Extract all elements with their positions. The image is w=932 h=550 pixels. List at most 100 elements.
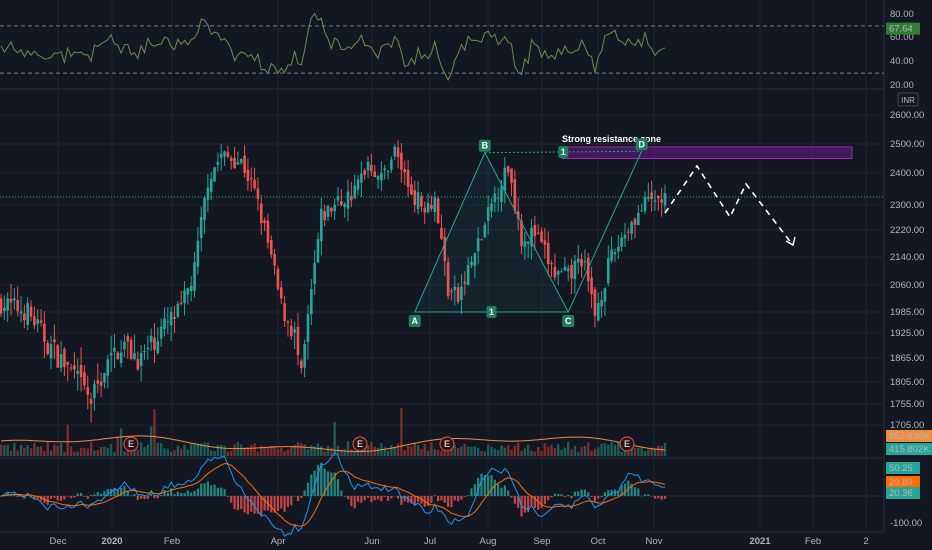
macd-histogram-bar (290, 496, 293, 506)
volume-bar (370, 442, 373, 456)
macd-histogram-bar (590, 496, 593, 498)
candle-body (320, 208, 323, 242)
candle-body (556, 271, 560, 275)
volume-bar (486, 444, 490, 456)
macd-histogram-bar (470, 488, 473, 496)
macd-histogram-bar (226, 496, 229, 497)
macd-histogram-bar (240, 496, 243, 510)
candle-body (263, 220, 266, 224)
macd-histogram-bar (653, 496, 657, 499)
macd-histogram-bar (196, 488, 199, 496)
candle-body (416, 192, 420, 209)
macd-histogram-bar (270, 496, 273, 513)
candle-body (516, 211, 520, 219)
macd-histogram-bar (657, 496, 660, 499)
candle-body (169, 311, 173, 326)
volume-bar (86, 448, 89, 456)
candle-body (276, 268, 280, 289)
candle-body (26, 303, 29, 325)
date-tick-label: 2020 (101, 536, 122, 547)
macd-histogram-bar (313, 470, 316, 496)
volume-bar (233, 444, 236, 456)
candle-body (443, 236, 447, 262)
volume-bar (59, 443, 63, 456)
macd-histogram-bar (366, 496, 370, 498)
macd-histogram-bar (73, 496, 76, 498)
candle-body (73, 365, 76, 370)
macd-histogram-bar (143, 496, 146, 500)
macd-histogram-bar (570, 496, 573, 499)
macd-pane[interactable] (0, 451, 884, 537)
candle-body (256, 188, 260, 199)
candle-body (183, 290, 186, 303)
macd-histogram-bar (550, 496, 553, 498)
macd-histogram-bar (230, 496, 233, 503)
candle-body (83, 372, 86, 386)
volume-bar (413, 443, 416, 456)
macd-histogram-bar (497, 484, 500, 496)
ratio-badge: 1 (558, 145, 569, 158)
grid (0, 0, 884, 532)
candle-body (56, 345, 60, 368)
pattern-leg-cd (567, 151, 643, 313)
candle-body (340, 201, 343, 205)
candle-body (503, 167, 507, 191)
volume-bar (266, 447, 270, 456)
macd-histogram-bar (66, 496, 69, 497)
volume-bar (230, 450, 233, 456)
macd-histogram-bar (303, 490, 306, 496)
volume-bar (650, 447, 653, 456)
candle-body (466, 265, 470, 286)
volume-bar (76, 451, 79, 456)
price-axis[interactable]: 2600.00 2500.00 2400.00 2300.00 2220.00 2140.… (886, 110, 932, 455)
volume-bar (276, 448, 280, 456)
candle-body (29, 306, 33, 317)
volume-bar (106, 447, 109, 456)
candle-body (657, 195, 660, 199)
rsi-tick-label: 40.00 (890, 56, 914, 67)
macd-histogram-bar (480, 473, 483, 496)
macd-histogram-bar (250, 496, 253, 512)
volume-bar (246, 447, 250, 456)
candle-body (226, 152, 230, 157)
candle-body (560, 271, 563, 273)
macd-histogram-bar (246, 496, 250, 515)
candle-body (433, 197, 437, 213)
candlestick-series[interactable] (0, 140, 667, 423)
candle-body (630, 222, 633, 234)
earnings-marker: E (439, 436, 455, 452)
pattern-overlays[interactable]: Strong resistance zone 1 1 A B C D (0, 134, 884, 327)
volume-bar (196, 443, 200, 456)
candle-body (303, 344, 306, 368)
rsi-current-value: 67.64 (889, 24, 913, 35)
date-axis[interactable]: Dec 2020 Feb Apr Jun Jul Aug Sep Oct Nov 2021 Feb 2 (50, 536, 869, 547)
currency-badge[interactable]: INR (897, 92, 919, 107)
candle-body (530, 227, 533, 247)
earnings-marker: E (123, 436, 139, 452)
rsi-axis[interactable]: 80.00 60.00 40.00 20.00 67.64 (886, 9, 920, 91)
volume-bar (193, 444, 196, 456)
candle-body (6, 298, 9, 311)
volume-bar (19, 444, 23, 456)
macd-histogram-bar (510, 496, 513, 498)
candle-body (366, 162, 370, 171)
volume-bar (316, 443, 320, 456)
point-label: A (411, 316, 418, 326)
candle-body (243, 155, 246, 174)
macd-histogram-bar (326, 471, 330, 496)
candle-body (99, 381, 103, 386)
candle-body (116, 352, 120, 360)
candle-body (283, 303, 286, 321)
volume-bar (637, 447, 640, 456)
volume-bar (470, 447, 473, 456)
volume-bar (53, 444, 56, 456)
volume-bar (433, 449, 436, 456)
volume-bar (460, 446, 463, 456)
candle-body (126, 335, 130, 342)
price-tick-label: 2600.00 (890, 110, 924, 121)
volume-bar (159, 443, 163, 456)
candle-body (586, 257, 590, 282)
rsi-pane[interactable] (0, 12, 884, 81)
